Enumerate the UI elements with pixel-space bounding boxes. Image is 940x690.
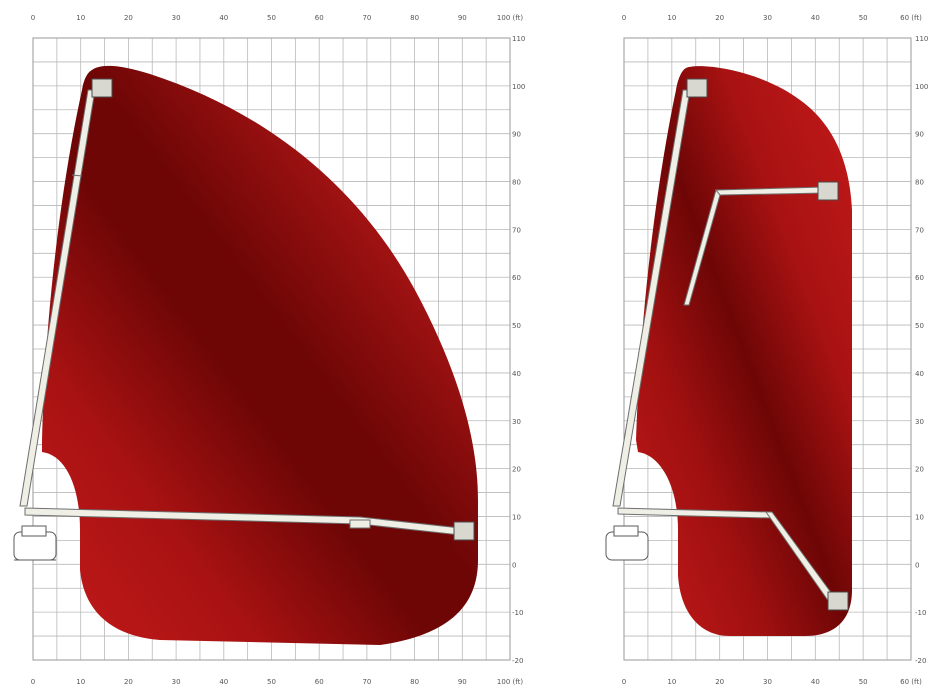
y-tick-label: 40: [915, 370, 924, 378]
x-tick-label: 70: [362, 14, 371, 22]
y-tick-label: 90: [915, 131, 924, 139]
left-x-ticks-bottom: 0 10 20 30 40 50 60 70 80 90 100 (ft): [31, 678, 524, 686]
x-tick-label: 90: [458, 678, 467, 686]
x-tick-label: 70: [362, 678, 371, 686]
x-tick-label: 0: [31, 678, 35, 686]
right-basket-upper: [817, 181, 839, 201]
left-diagram: 0 10 20 30 40 50 60 70 80 90 100 (ft) 0 10 20 30 40 50 6…: [13, 14, 525, 686]
x-tick-label: 50: [859, 14, 868, 22]
x-tick-label: 60 (ft): [900, 14, 922, 22]
x-tick-label: 10: [667, 678, 676, 686]
x-tick-label: 30: [763, 14, 772, 22]
x-tick-label: 60: [315, 678, 324, 686]
left-frame: [32, 37, 511, 661]
right-x-ticks-bottom: 0 10 20 30 40 50 60 (ft): [622, 678, 922, 686]
right-working-envelope: [636, 66, 852, 637]
y-tick-label: 30: [512, 418, 521, 426]
y-tick-label: 100: [512, 83, 525, 91]
right-diagram: 0 10 20 30 40 50 60 (ft) 0 10 20 30 40 50 60 (ft) 11…: [605, 14, 928, 686]
y-tick-label: -20: [512, 657, 523, 665]
right-basket-top: [686, 78, 708, 98]
left-basket-side: [453, 521, 475, 541]
x-tick-label: 10: [76, 14, 85, 22]
x-tick-label: 80: [410, 14, 419, 22]
left-machine: [13, 525, 57, 561]
right-x-ticks-top: 0 10 20 30 40 50 60 (ft): [622, 14, 922, 22]
x-tick-label: 0: [31, 14, 35, 22]
y-tick-label: 20: [915, 466, 924, 474]
x-tick-label: 0: [622, 14, 626, 22]
y-tick-label: 60: [512, 274, 521, 282]
y-tick-label: 0: [915, 561, 919, 569]
y-tick-label: 60: [915, 274, 924, 282]
x-tick-label: 20: [715, 14, 724, 22]
x-tick-label: 100 (ft): [497, 678, 523, 686]
x-tick-label: 80: [410, 678, 419, 686]
y-tick-label: -20: [915, 657, 926, 665]
x-tick-label: 20: [124, 14, 133, 22]
right-basket-lower: [827, 591, 849, 611]
x-tick-label: 40: [811, 14, 820, 22]
y-tick-label: 70: [512, 226, 521, 234]
x-tick-label: 20: [124, 678, 133, 686]
x-tick-label: 10: [667, 14, 676, 22]
left-working-envelope: [42, 65, 478, 645]
right-machine: [605, 525, 649, 561]
left-basket-top: [91, 78, 113, 98]
y-tick-label: 30: [915, 418, 924, 426]
x-tick-label: 40: [219, 678, 228, 686]
y-tick-label: 80: [915, 179, 924, 187]
x-tick-label: 60 (ft): [900, 678, 922, 686]
y-tick-label: 50: [512, 322, 521, 330]
x-tick-label: 30: [172, 14, 181, 22]
y-tick-label: 10: [512, 513, 521, 521]
x-tick-label: 50: [267, 14, 276, 22]
y-tick-label: 90: [512, 131, 521, 139]
y-tick-label: 110: [512, 35, 525, 43]
y-tick-label: 10: [915, 513, 924, 521]
y-tick-label: 20: [512, 466, 521, 474]
x-tick-label: 30: [172, 678, 181, 686]
y-tick-label: -10: [915, 609, 926, 617]
x-tick-label: 50: [267, 678, 276, 686]
x-tick-label: 0: [622, 678, 626, 686]
x-tick-label: 60: [315, 14, 324, 22]
y-tick-label: 0: [512, 561, 516, 569]
y-tick-label: 80: [512, 179, 521, 187]
left-x-ticks-top: 0 10 20 30 40 50 60 70 80 90 100 (ft): [31, 14, 524, 22]
y-tick-label: 40: [512, 370, 521, 378]
y-tick-label: 50: [915, 322, 924, 330]
x-tick-label: 90: [458, 14, 467, 22]
x-tick-label: 10: [76, 678, 85, 686]
y-tick-label: -10: [512, 609, 523, 617]
x-tick-label: 30: [763, 678, 772, 686]
y-tick-label: 100: [915, 83, 928, 91]
left-boom-section: [349, 519, 371, 529]
x-tick-label: 50: [859, 678, 868, 686]
y-tick-label: 110: [915, 35, 928, 43]
x-tick-label: 40: [811, 678, 820, 686]
right-frame: [623, 37, 912, 661]
x-tick-label: 20: [715, 678, 724, 686]
x-tick-label: 100 (ft): [497, 14, 523, 22]
y-tick-label: 70: [915, 226, 924, 234]
x-tick-label: 40: [219, 14, 228, 22]
